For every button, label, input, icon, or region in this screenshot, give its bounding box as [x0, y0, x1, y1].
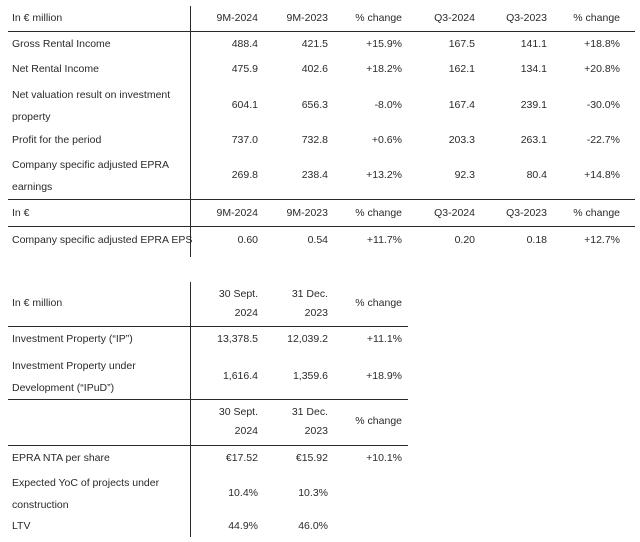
header-9m-2024: 9M-2024	[216, 12, 258, 24]
header-change: % change	[355, 12, 402, 24]
cell: 167.4	[448, 99, 475, 111]
row-label: Gross Rental Income	[12, 38, 111, 50]
header-date-1-line1: 30 Sept.	[218, 406, 258, 418]
column-divider	[190, 282, 191, 537]
cell: +0.6%	[371, 134, 402, 146]
cell: 656.3	[301, 99, 328, 111]
cell: 0.18	[526, 234, 547, 246]
cell: +11.7%	[366, 234, 402, 246]
cell: +13.2%	[366, 169, 402, 181]
row-label: Net valuation result on investment prope…	[12, 89, 171, 123]
header-date-2-line1: 31 Dec.	[291, 406, 328, 418]
header-9m-2023: 9M-2023	[286, 207, 328, 219]
header-change: % change	[355, 297, 402, 309]
cell: -8.0%	[374, 99, 402, 111]
header-change: % change	[355, 207, 402, 219]
cell: 604.1	[231, 99, 258, 111]
cell: 167.5	[448, 38, 475, 50]
header-q3-2024: Q3-2024	[434, 207, 475, 219]
section-rule	[8, 199, 635, 200]
cell: +18.9%	[366, 370, 402, 382]
cell: 10.4%	[228, 487, 258, 499]
cell: 13,378.5	[217, 333, 258, 345]
cell: 732.8	[301, 134, 328, 146]
cell: €15.92	[295, 452, 328, 464]
cell: 92.3	[454, 169, 475, 181]
cell: +12.7%	[584, 234, 620, 246]
cell: +18.8%	[584, 38, 620, 50]
cell: +15.9%	[366, 38, 402, 50]
cell: 421.5	[301, 38, 328, 50]
cell: 80.4	[526, 169, 547, 181]
cell: 1,359.6	[292, 370, 328, 382]
header-rule	[8, 31, 635, 32]
header-q3-2023: Q3-2023	[506, 12, 547, 24]
cell: 402.6	[301, 63, 328, 75]
cell: 263.1	[520, 134, 547, 146]
header-9m-2023: 9M-2023	[286, 12, 328, 24]
header-label: In € million	[12, 297, 63, 309]
cell: 162.1	[448, 63, 475, 75]
section-rule	[8, 399, 408, 400]
cell: +20.8%	[584, 63, 620, 75]
cell: +14.8%	[584, 169, 620, 181]
row-label: Company specific adjusted EPRA EPS	[12, 234, 193, 246]
cell: 0.60	[237, 234, 258, 246]
header-change-q3: % change	[573, 12, 620, 24]
header-date-2-line1: 31 Dec.	[291, 288, 328, 300]
cell: 0.20	[454, 234, 475, 246]
cell: 475.9	[231, 63, 258, 75]
header-label: In €	[12, 207, 30, 219]
cell: 239.1	[520, 99, 547, 111]
cell: -22.7%	[586, 134, 620, 146]
cell: 12,039.2	[287, 333, 328, 345]
header-date-2-line2: 2023	[304, 307, 328, 319]
cell: 269.8	[231, 169, 258, 181]
row-label: Investment Property under Development (“…	[12, 360, 136, 394]
header-date-1-line2: 2024	[234, 307, 258, 319]
cell: 141.1	[520, 38, 547, 50]
header-q3-2024: Q3-2024	[434, 12, 475, 24]
cell: 488.4	[231, 38, 258, 50]
cell: 1,616.4	[222, 370, 258, 382]
header-9m-2024: 9M-2024	[216, 207, 258, 219]
cell: 203.3	[448, 134, 475, 146]
cell: €17.52	[225, 452, 258, 464]
cell: +11.1%	[366, 333, 402, 345]
cell: 44.9%	[228, 520, 258, 532]
header-rule	[8, 226, 635, 227]
header-date-1-line1: 30 Sept.	[218, 288, 258, 300]
row-label: Profit for the period	[12, 134, 102, 146]
cell: -30.0%	[586, 99, 620, 111]
header-q3-2023: Q3-2023	[506, 207, 547, 219]
row-label: EPRA NTA per share	[12, 452, 110, 464]
header-change-q3: % change	[573, 207, 620, 219]
cell: 10.3%	[298, 487, 328, 499]
row-label: Investment Property (“IP”)	[12, 333, 133, 345]
header-label: In € million	[12, 12, 63, 24]
cell: 46.0%	[298, 520, 328, 532]
header-rule	[8, 326, 408, 327]
header-rule	[8, 445, 408, 446]
header-date-2-line2: 2023	[304, 425, 328, 437]
header-date-1-line2: 2024	[234, 425, 258, 437]
cell: 238.4	[301, 169, 328, 181]
cell: +10.1%	[366, 452, 402, 464]
cell: 134.1	[520, 63, 547, 75]
cell: +18.2%	[366, 63, 402, 75]
row-label: Net Rental Income	[12, 63, 99, 75]
row-label: LTV	[12, 520, 31, 532]
row-label: Company specific adjusted EPRA earnings	[12, 159, 169, 193]
cell: 737.0	[231, 134, 258, 146]
column-divider	[190, 6, 191, 257]
cell: 0.54	[307, 234, 328, 246]
header-change: % change	[355, 415, 402, 427]
row-label: Expected YoC of projects under construct…	[12, 477, 160, 511]
